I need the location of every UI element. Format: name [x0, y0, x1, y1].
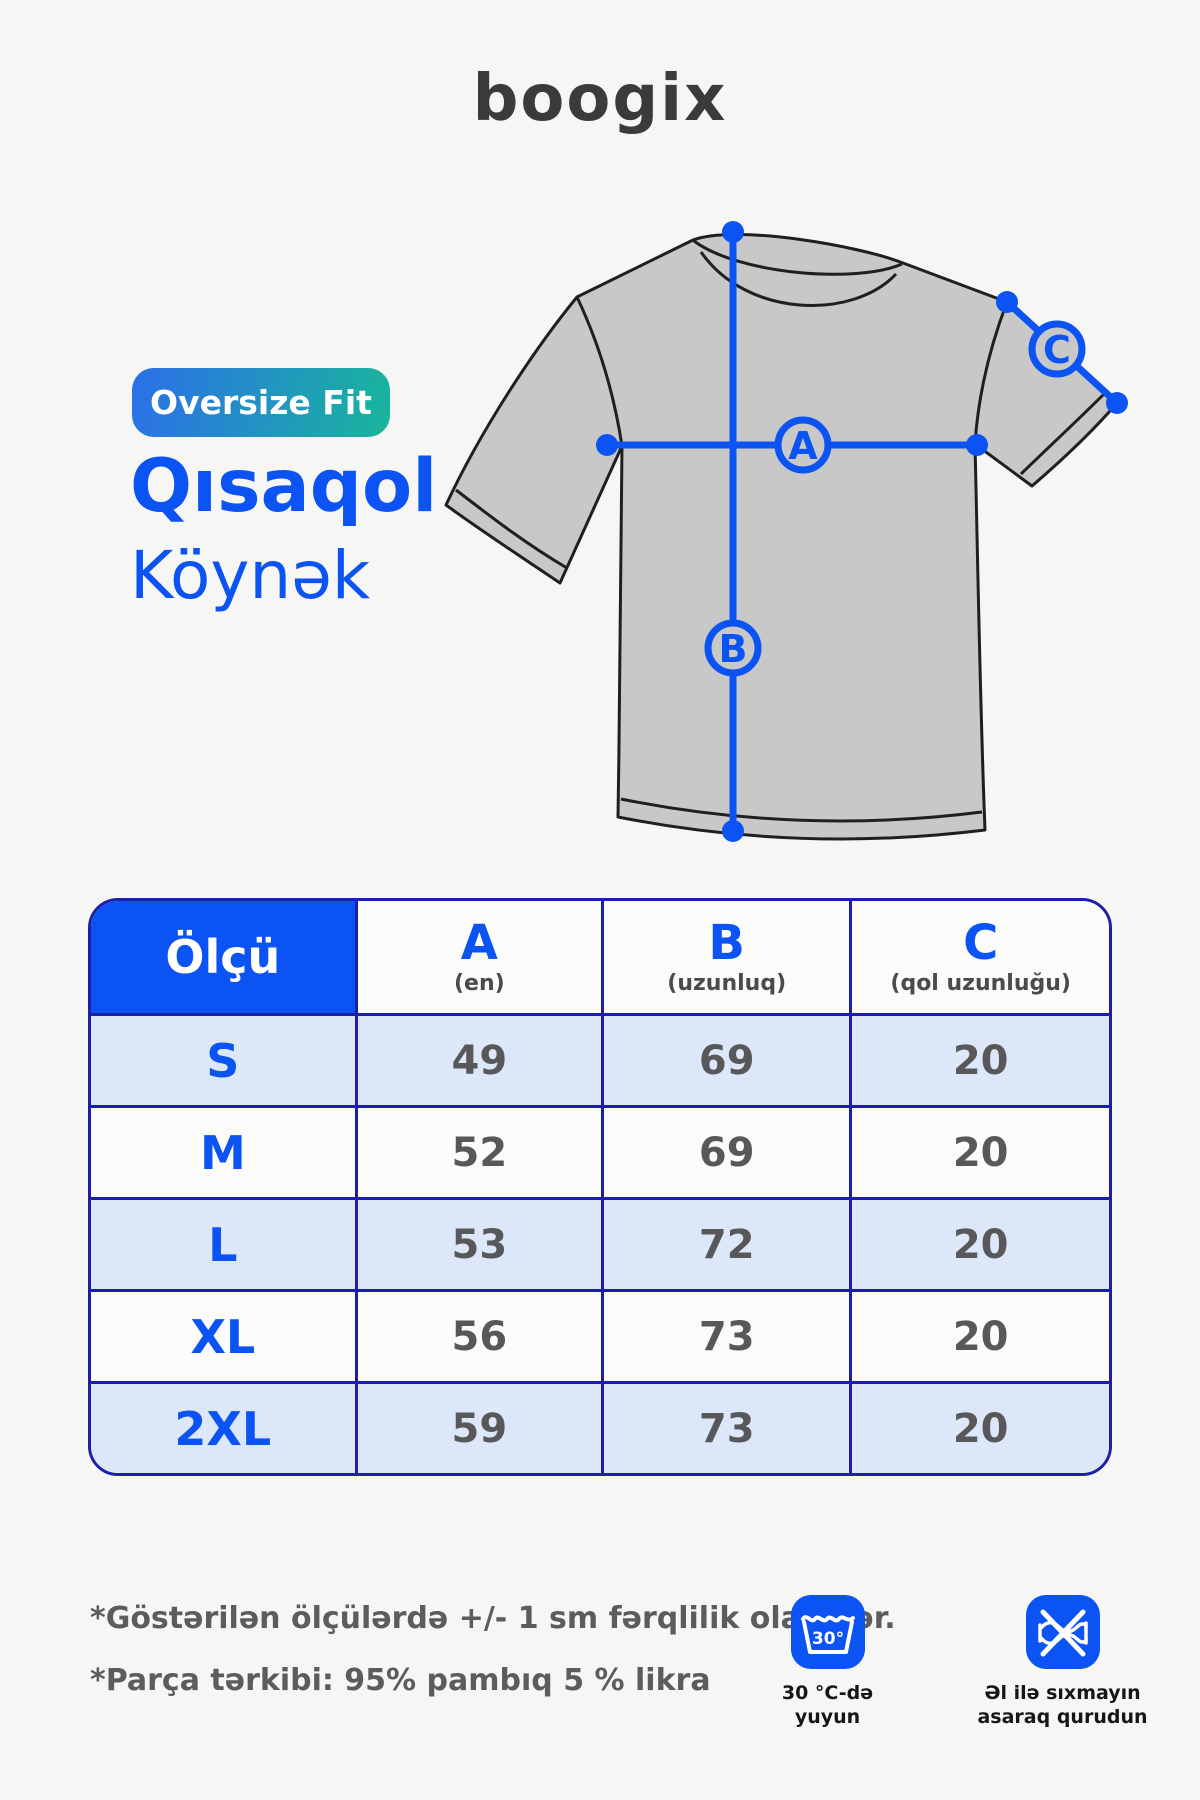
value-2xl-b: 73: [698, 1405, 755, 1452]
no-wring-icon: [1025, 1595, 1100, 1669]
value-m-c: 20: [952, 1129, 1009, 1176]
product-title-line2: Köynək: [130, 537, 371, 614]
table-cell: 69: [601, 1105, 850, 1197]
column-letter-b: B: [708, 915, 745, 972]
column-sub-c: (qol uzunluğu): [890, 970, 1071, 996]
table-row-size: S: [91, 1013, 355, 1105]
care-item-wash: 30° 30 °C-də yuyun: [740, 1595, 915, 1753]
fit-badge: Oversize Fit: [132, 368, 390, 437]
care-label-no-wring: Əl ilə sıxmayın asaraq qurudun: [977, 1681, 1147, 1729]
footnotes: *Göstərilən ölçülərdə +/- 1 sm fərqlilik…: [90, 1588, 896, 1712]
tshirt-outline-icon: [444, 232, 1119, 841]
value-2xl-c: 20: [952, 1405, 1009, 1452]
column-header-b: B (uzunluq): [601, 901, 850, 1013]
measurement-markers: A B C: [704, 320, 1086, 677]
table-cell: 53: [354, 1197, 601, 1289]
size-table: Ölçü A (en) B (uzunluq) C (qol uzunluğu)…: [88, 898, 1112, 1476]
column-header-c: C (qol uzunluğu): [849, 901, 1109, 1013]
marker-c-label: C: [1043, 328, 1071, 372]
brand-logo: boogix: [472, 62, 728, 136]
care-item-no-wring: Əl ilə sıxmayın asaraq qurudun: [975, 1595, 1150, 1753]
table-cell: 20: [849, 1105, 1109, 1197]
value-xl-c: 20: [952, 1313, 1009, 1360]
size-2xl-label: 2XL: [174, 1401, 272, 1456]
care-label-wash-line2: yuyun: [794, 1706, 861, 1728]
table-cell: 73: [601, 1289, 850, 1381]
column-sub-a: (en): [453, 970, 505, 996]
table-cell: 72: [601, 1197, 850, 1289]
marker-b-label: B: [719, 627, 748, 671]
size-xl-label: XL: [190, 1309, 256, 1364]
footnote-tolerance: *Göstərilən ölçülərdə +/- 1 sm fərqlilik…: [90, 1601, 896, 1636]
table-cell: 49: [354, 1013, 601, 1105]
table-cell: 20: [849, 1197, 1109, 1289]
value-l-c: 20: [952, 1221, 1009, 1268]
care-label-no-wring-line2: asaraq qurudun: [977, 1706, 1148, 1728]
column-letter-a: A: [460, 915, 498, 972]
table-row-size: L: [91, 1197, 355, 1289]
marker-a-label: A: [788, 424, 818, 468]
wash-temp-label: 30°: [811, 1629, 843, 1649]
table-row-size: M: [91, 1105, 355, 1197]
care-instructions: 30° 30 °C-də yuyun Əl ilə sıxmayın asara…: [740, 1595, 1200, 1753]
product-title-line1: Qısaqol: [130, 444, 438, 529]
size-column-header: Ölçü: [91, 901, 355, 1013]
value-m-b: 69: [698, 1129, 755, 1176]
table-cell: 69: [601, 1013, 850, 1105]
value-l-b: 72: [698, 1221, 755, 1268]
care-label-wash-line1: 30 °C-də: [781, 1682, 874, 1704]
tshirt-measurement-diagram: A B C: [444, 221, 1128, 842]
value-2xl-a: 59: [451, 1405, 508, 1452]
size-m-label: M: [199, 1125, 246, 1180]
value-m-a: 52: [451, 1129, 508, 1176]
column-header-a: A (en): [354, 901, 601, 1013]
table-cell: 73: [601, 1381, 850, 1473]
value-s-b: 69: [698, 1037, 755, 1084]
measurement-lines: [596, 221, 1128, 842]
table-cell: 20: [849, 1381, 1109, 1473]
wash-30-icon: 30°: [790, 1595, 865, 1669]
size-s-label: S: [206, 1033, 240, 1088]
value-s-c: 20: [952, 1037, 1009, 1084]
table-row-size: 2XL: [91, 1381, 355, 1473]
table-cell: 56: [354, 1289, 601, 1381]
value-l-a: 53: [451, 1221, 508, 1268]
column-letter-c: C: [963, 915, 999, 972]
table-cell: 20: [849, 1289, 1109, 1381]
value-xl-b: 73: [698, 1313, 755, 1360]
footnote-fabric: *Parça tərkibi: 95% pambıq 5 % likra: [90, 1663, 711, 1698]
column-sub-b: (uzunluq): [667, 970, 787, 996]
value-xl-a: 56: [451, 1313, 508, 1360]
table-cell: 52: [354, 1105, 601, 1197]
table-row-size: XL: [91, 1289, 355, 1381]
care-label-no-wring-line1: Əl ilə sıxmayın: [984, 1682, 1141, 1704]
table-cell: 59: [354, 1381, 601, 1473]
size-l-label: L: [208, 1217, 238, 1272]
value-s-a: 49: [451, 1037, 508, 1084]
table-cell: 20: [849, 1013, 1109, 1105]
care-label-wash: 30 °C-də yuyun: [782, 1681, 873, 1729]
